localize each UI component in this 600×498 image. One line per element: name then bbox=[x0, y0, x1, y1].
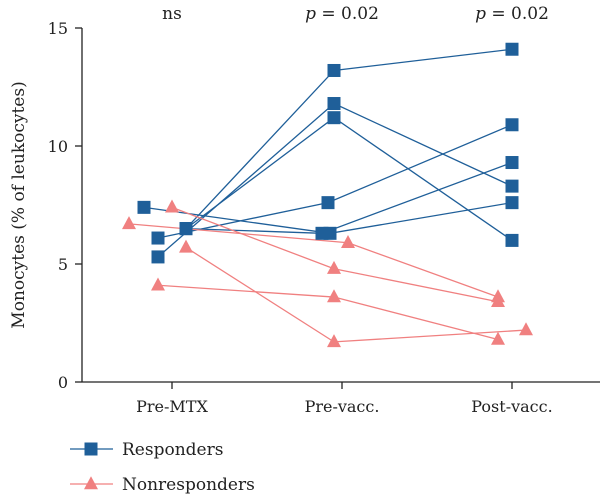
responders-point bbox=[505, 118, 519, 132]
responders-point bbox=[137, 200, 151, 214]
responders-subject-line bbox=[157, 124, 513, 239]
y-tick-label: 5 bbox=[58, 255, 68, 274]
significance-labels: ns p = 0.02 p = 0.02 bbox=[162, 4, 549, 24]
nonresponders-subject-line bbox=[157, 284, 499, 341]
y-ticks: 0 5 10 15 bbox=[48, 19, 82, 392]
responders-point bbox=[505, 196, 519, 210]
responders-subject-line bbox=[185, 161, 513, 234]
responders-point bbox=[327, 111, 341, 125]
legend-marker bbox=[84, 442, 98, 456]
responders-point bbox=[179, 222, 193, 236]
responders-point bbox=[505, 156, 519, 170]
x-tick-label: Pre-MTX bbox=[136, 397, 208, 416]
nonresponders-point bbox=[341, 234, 355, 248]
y-tick-label: 10 bbox=[48, 137, 68, 156]
y-tick-label: 15 bbox=[48, 19, 68, 38]
responders-subject-line bbox=[185, 48, 513, 230]
nonresponders-point bbox=[165, 199, 179, 213]
nonresponders-point bbox=[519, 322, 533, 336]
legend-label: Nonresponders bbox=[122, 475, 255, 495]
nonresponders-subject-line bbox=[171, 206, 499, 303]
y-axis-title: Monocytes (% of leukocytes) bbox=[9, 81, 29, 328]
nonresponders-subject-line bbox=[185, 246, 527, 343]
significance-label: p = 0.02 bbox=[305, 4, 379, 24]
x-tick-label: Post-vacc. bbox=[471, 397, 552, 416]
nonresponders-point bbox=[491, 331, 505, 345]
responders-point bbox=[505, 233, 519, 247]
responders-point bbox=[327, 63, 341, 77]
subject-markers bbox=[122, 42, 533, 348]
responders-point bbox=[321, 196, 335, 210]
responders-point bbox=[315, 226, 329, 240]
responders-point bbox=[327, 97, 341, 111]
nonresponders-point bbox=[122, 216, 136, 230]
legend-marker bbox=[84, 476, 98, 490]
significance-label: ns bbox=[162, 4, 182, 24]
legend: Responders Nonresponders bbox=[70, 440, 255, 495]
axes bbox=[81, 28, 600, 383]
legend-label: Responders bbox=[122, 440, 223, 460]
nonresponders-point bbox=[179, 239, 193, 253]
responders-point bbox=[505, 42, 519, 56]
responders-point bbox=[151, 250, 165, 264]
responders-point bbox=[151, 231, 165, 245]
x-ticks: Pre-MTX Pre-vacc. Post-vacc. bbox=[136, 382, 553, 416]
x-tick-label: Pre-vacc. bbox=[305, 397, 380, 416]
nonresponders-point bbox=[327, 260, 341, 274]
nonresponders-point bbox=[151, 277, 165, 291]
nonresponders-point bbox=[327, 334, 341, 348]
y-tick-label: 0 bbox=[58, 373, 68, 392]
nonresponders-point bbox=[327, 289, 341, 303]
significance-label: p = 0.02 bbox=[475, 4, 549, 24]
responders-point bbox=[505, 179, 519, 193]
nonresponders-point bbox=[491, 293, 505, 307]
subject-lines bbox=[128, 48, 527, 343]
